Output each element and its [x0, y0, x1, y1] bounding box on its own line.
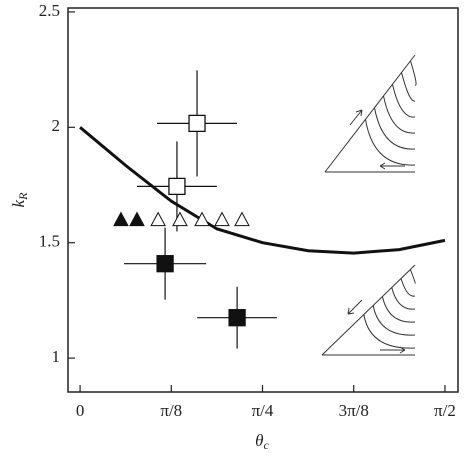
- triangle-marker: [129, 211, 145, 227]
- flow-insets: [321, 54, 417, 356]
- triangle-marker: [234, 211, 250, 227]
- x-label-base: θ: [255, 431, 263, 450]
- x-label-sub: c: [264, 438, 270, 452]
- y-tick-label: 1.5: [39, 232, 60, 251]
- streamline: [392, 84, 416, 118]
- triangle-marker: [113, 211, 129, 227]
- y-label-base: k: [9, 199, 28, 207]
- triangle-marker: [194, 211, 210, 227]
- x-tick-label: π/2: [434, 401, 456, 420]
- streamline: [374, 107, 416, 150]
- streamline: [401, 72, 416, 102]
- y-axis-label: kR: [9, 192, 30, 208]
- triangle-marker: [172, 211, 188, 227]
- inset-wall: [321, 264, 416, 356]
- inset-wall: [324, 54, 416, 173]
- flow-arrow: [347, 299, 363, 315]
- y-tick-label: 2.5: [39, 1, 60, 20]
- y-tick-label: 2: [52, 116, 61, 135]
- triangle-marker: [150, 211, 166, 227]
- flow-arrow: [349, 109, 363, 126]
- x-tick-label: 0: [76, 401, 85, 420]
- streamline: [372, 305, 416, 336]
- streamline: [410, 60, 417, 86]
- streamline: [391, 287, 416, 310]
- x-tick-label: π/4: [252, 401, 274, 420]
- triangle-marker: [214, 211, 230, 227]
- x-tick-label: π/8: [160, 401, 182, 420]
- x-axis-label: θc: [255, 431, 269, 452]
- square-marker: [156, 255, 174, 273]
- flow-arrow: [379, 162, 405, 170]
- fit-curve: [79, 126, 446, 255]
- streamline: [383, 95, 416, 134]
- square-marker: [188, 114, 206, 133]
- y-label-sub: R: [16, 192, 30, 201]
- streamline: [363, 314, 416, 349]
- streamline: [400, 278, 416, 297]
- streamline: [381, 296, 416, 323]
- square-marker: [168, 177, 186, 196]
- x-tick-label: 3π/8: [339, 401, 369, 420]
- y-tick-label: 1: [52, 347, 61, 366]
- streamline: [365, 119, 416, 166]
- square-marker: [228, 309, 246, 327]
- streamline: [409, 269, 416, 284]
